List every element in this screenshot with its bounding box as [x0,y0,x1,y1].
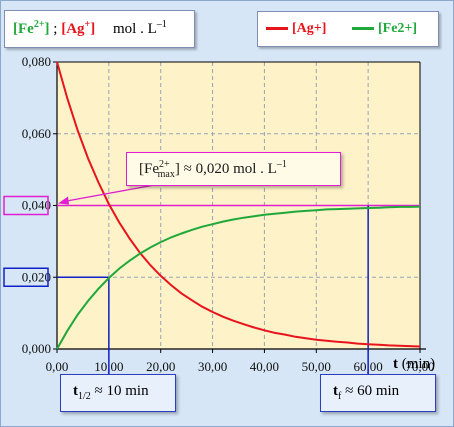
t-half-tick-highlight [3,267,49,287]
fe-max-sub: max [157,169,175,180]
legend-label-fe: [Fe2+] [378,21,418,36]
t-final-annotation: tf ≈ 60 min [320,374,436,412]
y-tick-label: 0,000 [22,341,51,356]
x-tick-label: 30,00 [198,359,227,374]
y-tick-label: 0,080 [22,54,51,69]
label-separator: ; [49,21,62,37]
y-axis-label: [Fe2+] ; [Ag+] mol . L–1 [13,19,167,37]
fe-max-post: ] ≈ 0,020 mol . L [174,161,277,177]
y-axis-label-box: [Fe2+] ; [Ag+] mol . L–1 [4,10,195,48]
x-axis-label: t (min) [393,356,435,373]
legend-label-ag: [Ag+] [292,21,327,36]
t-final-sub: f [338,391,342,402]
x-tick-label: 20,00 [146,359,175,374]
fe-max-arrow [63,183,161,203]
data-series [56,61,421,350]
fe-max-tick-highlight [3,195,49,216]
x-tick-label: 70,00 [405,359,434,374]
tick-labels: 0,00 10,00 20,00 30,00 40,00 50,00 60,00 70,000… [22,54,435,374]
fe-max-annotation: [Fe2+max] ≈ 0,020 mol . L–1 [126,152,341,186]
unit-superscript: –1 [156,19,167,30]
series-line-fe [56,205,421,350]
reference-marks [3,183,161,287]
legend-swatch-ag [266,27,288,31]
t-half-annotation: t1/2 ≈ 10 min [60,374,176,412]
t-final-rest: ≈ 60 min [341,383,400,399]
fe-max-post-sup: –1 [276,159,287,170]
t-final-text: tf ≈ 60 min [333,383,399,402]
unit-label: mol . L [113,21,157,37]
t-half-rest: ≈ 10 min [90,383,149,399]
fe-max-pre: [Fe [139,161,159,177]
legend-swatch-fe [352,27,374,31]
t-final-t: t [333,383,338,399]
fe-max-text: [Fe2+max] ≈ 0,020 mol . L–1 [139,159,287,180]
y-tick-label: 0,020 [22,269,51,284]
x-tick-label: 50,00 [302,359,331,374]
legend-item-fe: [Fe2+] [352,21,417,37]
ag-superscript: + [84,19,91,30]
reference-lines [57,204,420,374]
series-line-ag [56,61,421,348]
x-axis-variable: t [393,356,398,372]
fe-max-arrowhead [58,196,69,205]
t-half-sub: 1/2 [78,391,91,402]
legend-item-ag: [Ag+] [266,21,326,37]
x-tick-label: 40,00 [250,359,279,374]
y-tick-label: 0,060 [22,126,51,141]
y-tick-label: 0,040 [22,198,51,213]
fe-label: Fe [18,21,34,37]
t-half-t: t [73,383,78,399]
x-axis-unit: (min) [401,356,436,372]
x-tick-label: 0,00 [46,359,69,374]
fe-max-sup: 2+ [159,159,170,170]
ag-label: Ag [66,21,85,37]
fe-superscript: 2+ [33,19,45,30]
legend: [Ag+] [Fe2+] [257,11,439,47]
t-half-text: t1/2 ≈ 10 min [73,383,149,402]
